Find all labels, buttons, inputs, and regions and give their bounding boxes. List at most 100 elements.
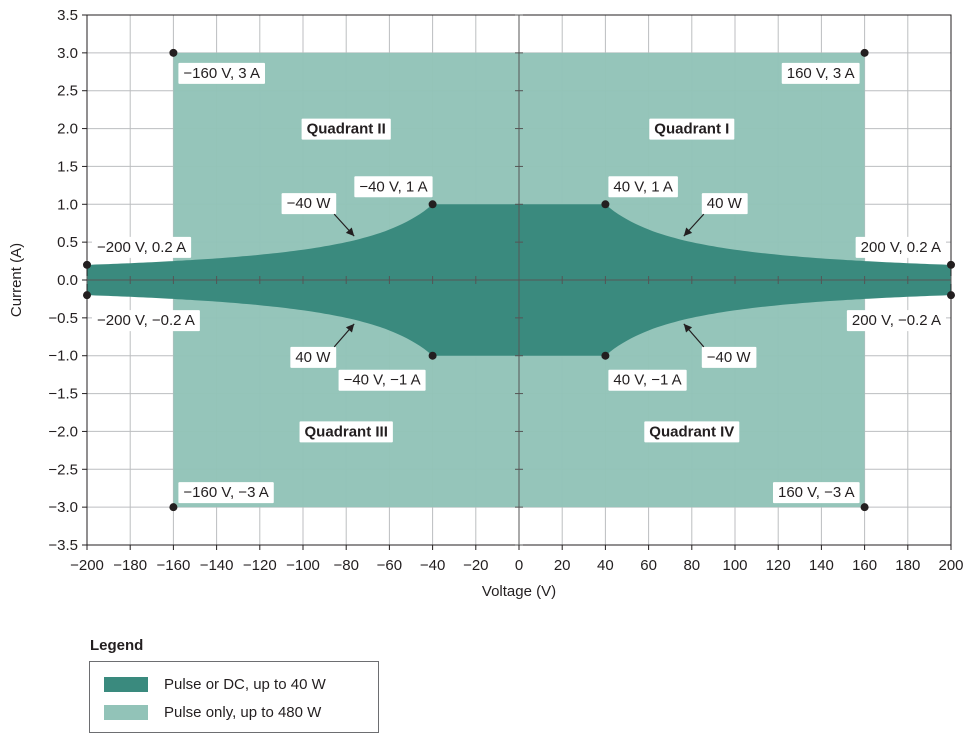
point-label-text: −160 V, −3 A (183, 484, 268, 501)
y-tick-label: 0.5 (57, 234, 78, 251)
point-label-text: 40 V, 1 A (613, 178, 673, 195)
x-tick-label: 200 (938, 557, 963, 574)
point-label-text: −40 V, −1 A (344, 372, 421, 389)
x-tick-label: −100 (286, 557, 320, 574)
power-label-text: −40 W (287, 195, 332, 212)
x-tick-label: 80 (683, 557, 700, 574)
point-label-text: −40 V, 1 A (359, 178, 427, 195)
point-marker (601, 351, 610, 360)
y-tick-label: −1.5 (48, 386, 78, 403)
point-marker (947, 291, 955, 300)
y-tick-label: 3.0 (57, 45, 78, 62)
point-label-box (608, 176, 678, 198)
point-label-text: 160 V, −3 A (778, 484, 855, 501)
point-label: 160 V, 3 A (781, 62, 860, 84)
x-tick-label: −40 (420, 557, 445, 574)
point-label-text: −200 V, 0.2 A (97, 239, 186, 256)
x-tick-label: −160 (157, 557, 191, 574)
point-marker (83, 291, 91, 300)
x-tick-label: −80 (333, 557, 358, 574)
point-marker (428, 351, 437, 360)
point-marker (860, 503, 869, 512)
y-tick-label: 2.0 (57, 121, 78, 138)
power-label: −40 W (701, 346, 757, 368)
power-arrow-head (683, 227, 693, 237)
legend-label-pulse: Pulse only, up to 480 W (164, 703, 322, 721)
point-marker (169, 503, 178, 512)
point-label: 40 V, 1 A (608, 176, 678, 198)
power-label-text: 40 W (295, 349, 331, 366)
x-tick-label: −20 (463, 557, 488, 574)
y-tick-label: −2.5 (48, 461, 78, 478)
point-label: 200 V, −0.2 A (846, 310, 946, 332)
power-label-box (281, 193, 337, 215)
y-tick-label: 1.5 (57, 158, 78, 175)
point-label-box (354, 176, 433, 198)
point-label-text: −160 V, 3 A (183, 65, 260, 82)
point-label-box (338, 369, 426, 391)
y-tick-label: 2.5 (57, 83, 78, 100)
power-label: 40 W (701, 193, 748, 215)
legend-title: Legend (90, 637, 144, 654)
y-tick-label: −3.5 (48, 537, 78, 554)
point-label: 200 V, 0.2 A (855, 236, 946, 258)
power-arrow-head (345, 227, 355, 237)
power-label-box (701, 193, 748, 215)
power-label: −40 W (281, 193, 337, 215)
x-tick-label: 20 (554, 557, 571, 574)
legend-item-pulse: Pulse only, up to 480 W (104, 702, 321, 722)
point-label: 40 V, −1 A (608, 369, 687, 391)
point-marker (83, 260, 91, 269)
point-label-box (855, 236, 946, 258)
point-label-box (92, 236, 192, 258)
x-tick-label: 60 (640, 557, 657, 574)
quadrant-label-box (299, 421, 393, 443)
y-tick-label: 0.0 (57, 272, 78, 289)
legend-label-dc: Pulse or DC, up to 40 W (164, 675, 326, 693)
quadrant-label: Quadrant III (299, 421, 393, 443)
quadrant-label: Quadrant I (649, 118, 735, 140)
power-label-text: 40 W (707, 195, 743, 212)
point-label-box (772, 482, 860, 504)
y-tick-label: −0.5 (48, 310, 78, 327)
x-tick-label: 0 (515, 557, 523, 574)
x-axis-title: Voltage (V) (482, 583, 556, 600)
point-label-box (846, 310, 946, 332)
point-label: 160 V, −3 A (772, 482, 860, 504)
quadrant-label-text: Quadrant IV (649, 423, 734, 440)
x-tick-label: 120 (766, 557, 791, 574)
point-marker (169, 48, 178, 57)
quadrant-label-box (649, 118, 735, 140)
point-label-box (92, 310, 200, 332)
x-tick-label: −120 (243, 557, 277, 574)
quadrant-label-text: Quadrant III (305, 423, 388, 440)
x-tick-label: 40 (597, 557, 614, 574)
legend-swatch-pulse (104, 704, 148, 720)
point-label-text: 40 V, −1 A (613, 372, 681, 389)
quadrant-label-box (301, 118, 391, 140)
point-label-text: 160 V, 3 A (787, 65, 855, 82)
point-marker (601, 200, 610, 209)
power-label-box (290, 346, 337, 368)
point-marker (947, 260, 955, 269)
quadrant-label-text: Quadrant I (654, 121, 729, 138)
point-label: −40 V, −1 A (338, 369, 426, 391)
x-tick-label: −180 (113, 557, 147, 574)
point-marker (428, 200, 437, 209)
point-label: −40 V, 1 A (354, 176, 433, 198)
power-label-box (701, 346, 757, 368)
quadrant-label-box (644, 421, 740, 443)
x-tick-label: 180 (895, 557, 920, 574)
legend-item-dc: Pulse or DC, up to 40 W (104, 674, 326, 694)
x-tick-label: 160 (852, 557, 877, 574)
x-tick-label: −60 (377, 557, 402, 574)
quadrant-label-text: Quadrant II (307, 121, 386, 138)
point-label-box (178, 482, 274, 504)
power-arrow-head (683, 323, 693, 333)
point-label-text: −200 V, −0.2 A (97, 312, 195, 329)
point-label-text: 200 V, −0.2 A (852, 312, 941, 329)
power-arrow-head (345, 323, 355, 333)
y-tick-label: −1.0 (48, 348, 78, 365)
y-tick-label: 3.5 (57, 7, 78, 24)
point-marker (860, 48, 869, 57)
